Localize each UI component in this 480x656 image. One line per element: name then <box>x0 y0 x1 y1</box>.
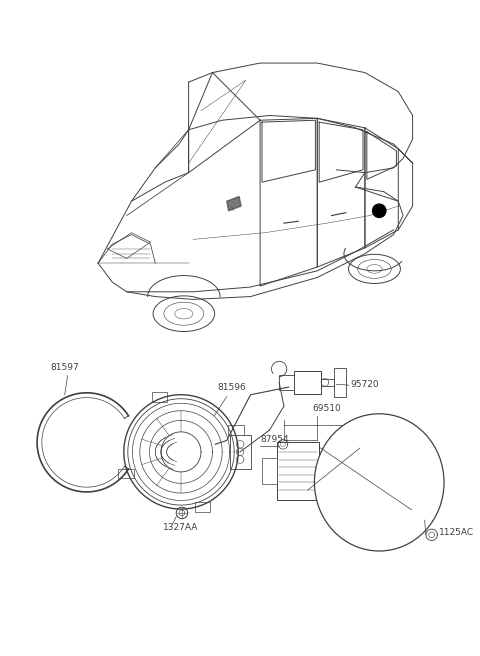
FancyBboxPatch shape <box>277 442 319 500</box>
FancyBboxPatch shape <box>228 425 243 435</box>
FancyBboxPatch shape <box>262 458 277 484</box>
Ellipse shape <box>175 308 193 319</box>
Circle shape <box>372 204 386 217</box>
Text: 95720: 95720 <box>350 380 379 389</box>
FancyBboxPatch shape <box>294 371 321 394</box>
Polygon shape <box>227 197 241 211</box>
Ellipse shape <box>314 414 444 551</box>
Ellipse shape <box>358 260 391 278</box>
Ellipse shape <box>153 296 215 331</box>
FancyBboxPatch shape <box>195 502 210 512</box>
Text: 69510: 69510 <box>312 404 341 413</box>
FancyBboxPatch shape <box>335 368 346 397</box>
FancyBboxPatch shape <box>152 392 167 401</box>
Text: 1327AA: 1327AA <box>163 523 198 532</box>
Ellipse shape <box>348 255 400 283</box>
Text: 1125AC: 1125AC <box>439 528 474 537</box>
Text: 87954: 87954 <box>260 436 289 444</box>
Text: 81597: 81597 <box>50 363 79 372</box>
FancyBboxPatch shape <box>229 435 251 469</box>
Ellipse shape <box>164 302 204 325</box>
Text: 81596: 81596 <box>217 383 246 392</box>
FancyBboxPatch shape <box>279 375 294 390</box>
FancyBboxPatch shape <box>119 469 134 478</box>
Ellipse shape <box>367 264 382 273</box>
